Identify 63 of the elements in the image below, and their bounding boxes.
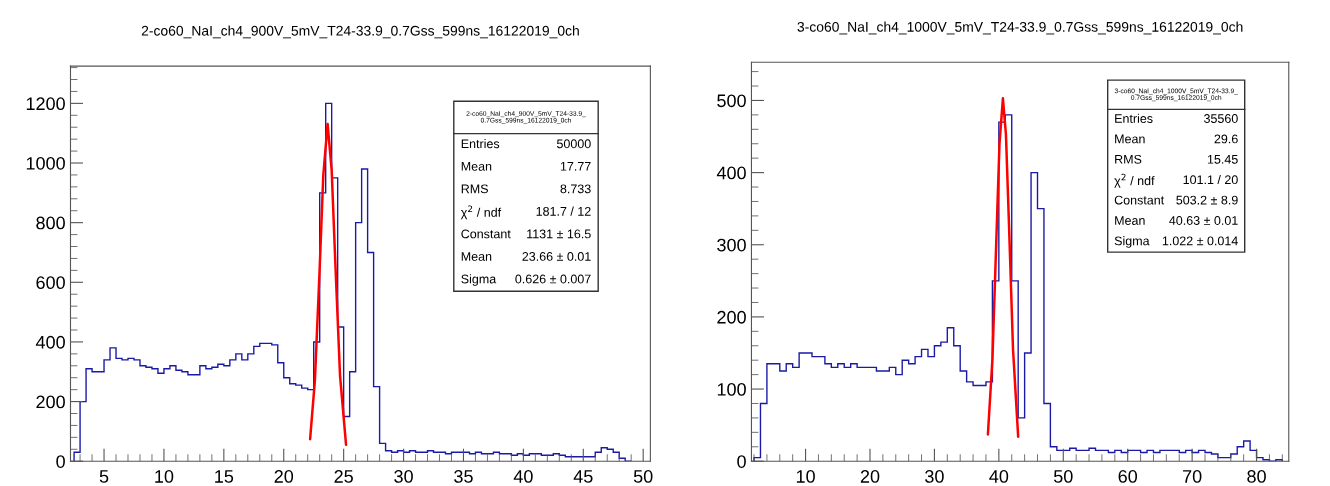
x-tick-label: 30 xyxy=(394,470,413,483)
annotation: 40.63 ± 0.01 xyxy=(1169,216,1238,225)
annotation: χ$^{2}$ / ndf xyxy=(460,205,502,220)
annotation: 15.45 xyxy=(1207,155,1238,164)
x-tick-label: 25 xyxy=(334,470,353,483)
y-tick-label: 600 xyxy=(36,276,65,290)
x-tick-label: 30 xyxy=(925,470,944,483)
y-tick-label: 500 xyxy=(717,94,746,108)
annotation: Sigma xyxy=(461,274,497,286)
annotation: 17.77 xyxy=(560,162,591,171)
line-series xyxy=(986,97,1020,438)
chart-title: 3-co60_NaI_ch4_1000V_5mV_T24-33.9_0.7Gss_599ns_16122019_0ch xyxy=(797,21,1243,35)
y-tick-label: 200 xyxy=(717,310,746,324)
y-tick-label: 200 xyxy=(36,395,65,409)
x-tick-label: 10 xyxy=(155,470,174,483)
annotation: 503.2 ± 8.9 xyxy=(1176,195,1238,205)
x-tick-label: 50 xyxy=(1053,470,1073,483)
annotation: 1.022 ± 0.014 xyxy=(1162,236,1238,246)
annotation: Mean xyxy=(461,252,492,261)
annotation: Mean xyxy=(1115,216,1145,225)
annotation: Mean xyxy=(1115,134,1145,144)
annotation: 0.626 ± 0.007 xyxy=(515,274,591,284)
x-tick-label: 45 xyxy=(573,470,593,483)
annotation: Entries xyxy=(1115,113,1153,123)
annotation: Entries xyxy=(461,139,500,149)
y-tick-label: 0 xyxy=(56,455,65,468)
x-tick-label: 20 xyxy=(860,470,880,483)
x-tick-label: 40 xyxy=(513,470,533,483)
x-tick-label: 15 xyxy=(215,470,234,483)
x-tick-label: 40 xyxy=(989,470,1009,483)
y-tick-label: 0 xyxy=(737,455,746,468)
x-tick-label: 35 xyxy=(454,470,473,483)
annotation: 50000 xyxy=(556,139,591,149)
y-tick-label: 300 xyxy=(717,238,746,252)
chart-title: 2-co60_NaI_ch4_900V_5mV_T24-33.9_0.7Gss_599ns_16122019_0ch xyxy=(141,25,579,39)
x-tick-label: 80 xyxy=(1247,470,1266,483)
annotation: Constant xyxy=(461,229,511,239)
x-tick-label: 50 xyxy=(633,470,653,483)
line-series xyxy=(308,122,348,447)
x-tick-label: 70 xyxy=(1183,470,1202,483)
y-tick-label: 100 xyxy=(717,383,746,396)
annotation: 181.7 / 12 xyxy=(536,206,591,216)
y-tick-label: 400 xyxy=(35,335,65,349)
x-tick-label: 20 xyxy=(274,470,294,483)
annotation: 101.1 / 20 xyxy=(1183,174,1238,185)
y-tick-label: 1000 xyxy=(26,156,65,170)
annotation: 1131 ± 16.5 xyxy=(527,229,591,239)
y-tick-label: 800 xyxy=(36,216,65,230)
x-tick-label: 5 xyxy=(99,470,109,483)
x-tick-label: 60 xyxy=(1118,470,1138,483)
y-tick-label: 1200 xyxy=(26,97,65,111)
annotation: Constant xyxy=(1114,195,1165,205)
annotation: 23.66 ± 0.01 xyxy=(522,252,591,261)
x-tick-label: 10 xyxy=(796,470,815,483)
annotation: 8.733 xyxy=(560,184,591,194)
y-tick-label: 400 xyxy=(716,166,746,180)
annotation: χ$^{2}$ / ndf xyxy=(1114,173,1155,188)
annotation: Mean xyxy=(461,162,492,171)
annotation: RMS xyxy=(461,184,488,194)
annotation: Sigma xyxy=(1114,236,1150,248)
annotation: 35560 xyxy=(1203,114,1238,123)
annotation: 29.6 xyxy=(1214,134,1238,144)
annotation: RMS xyxy=(1115,154,1142,164)
